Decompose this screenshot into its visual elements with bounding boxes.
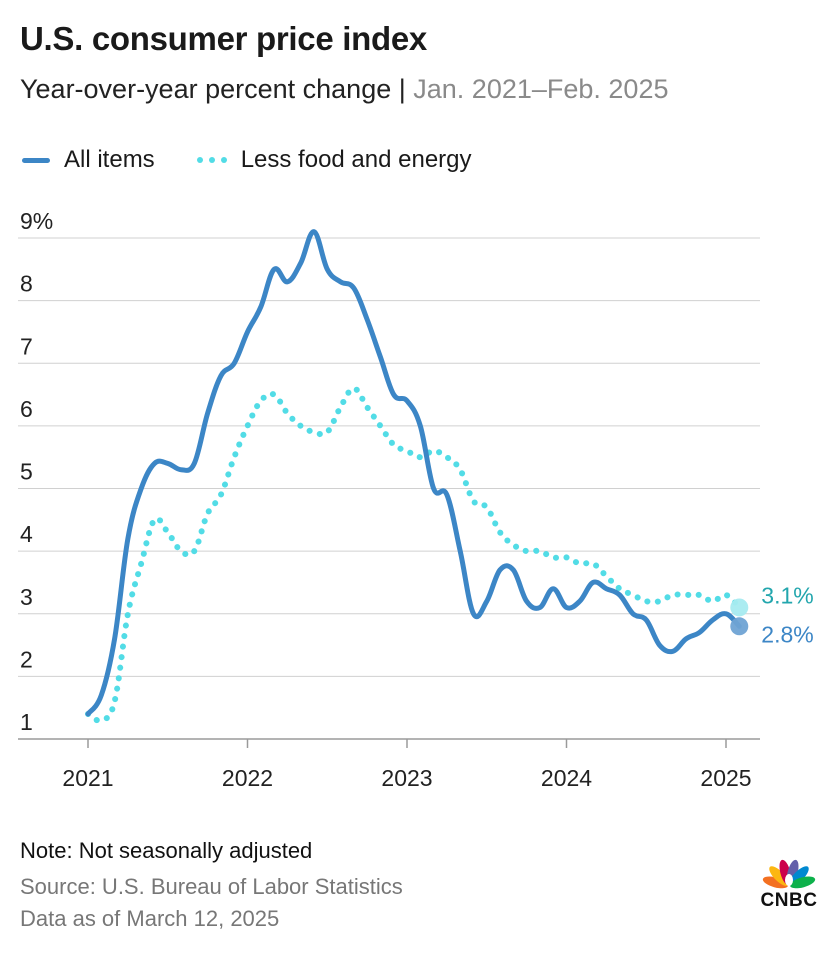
end-label-core: 3.1% [761,582,813,608]
peacock-icon [762,859,816,889]
end-marker-core [730,598,749,617]
y-tick-label: 5 [20,459,33,485]
y-tick-label: 7 [20,333,33,359]
legend-swatch-dotted-line [196,157,227,163]
subtitle-date-range: Jan. 2021–Feb. 2025 [413,74,669,104]
legend: All items Less food and energy [22,146,514,174]
legend-label-core: Less food and energy [240,146,472,173]
line-chart: 1 2 3 4 5 6 7 8 9% 2021 2022 2023 2024 2025 3.1% 2.8% [18,208,814,791]
x-tick-label: 2023 [381,765,432,791]
end-labels: 3.1% 2.8% [730,582,814,647]
data-as-of-text: Data as of March 12, 2025 [20,906,280,931]
y-tick-label: 8 [20,271,33,297]
source-text: Source: U.S. Bureau of Labor Statistics [20,874,403,899]
series-line-core [85,385,743,724]
end-label-all-items: 2.8% [761,621,813,647]
legend-item-all-items: All items [22,146,155,174]
legend-swatch-solid-line [22,157,50,163]
y-tick-label: 4 [20,521,33,547]
subtitle-separator: | [391,74,414,104]
legend-item-core: Less food and energy [196,146,472,174]
x-axis-tick-labels: 2021 2022 2023 2024 2025 [62,739,752,791]
series-lines [85,229,743,724]
legend-label-all-items: All items [64,146,155,173]
x-tick-label: 2025 [700,765,751,791]
y-tick-label: 9% [20,208,53,234]
chart-subtitle: Year-over-year percent change | Jan. 202… [20,74,668,105]
grid-lines [18,237,760,740]
subtitle-main: Year-over-year percent change [20,74,392,104]
y-tick-label: 2 [20,646,33,672]
series-line-all-items [85,229,742,717]
end-marker-all-items [730,617,749,636]
y-tick-label: 3 [20,584,33,610]
x-tick-label: 2021 [62,765,113,791]
logo-wordmark: CNBC [760,890,818,911]
footnote: Note: Not seasonally adjusted [20,838,313,863]
y-tick-label: 6 [20,396,33,422]
y-axis-tick-labels: 1 2 3 4 5 6 7 8 9% [20,208,53,735]
x-tick-label: 2024 [541,765,592,791]
cnbc-logo: CNBC [756,852,822,912]
x-tick-label: 2022 [222,765,273,791]
chart-title: U.S. consumer price index [20,20,427,57]
y-tick-label: 1 [20,709,33,735]
